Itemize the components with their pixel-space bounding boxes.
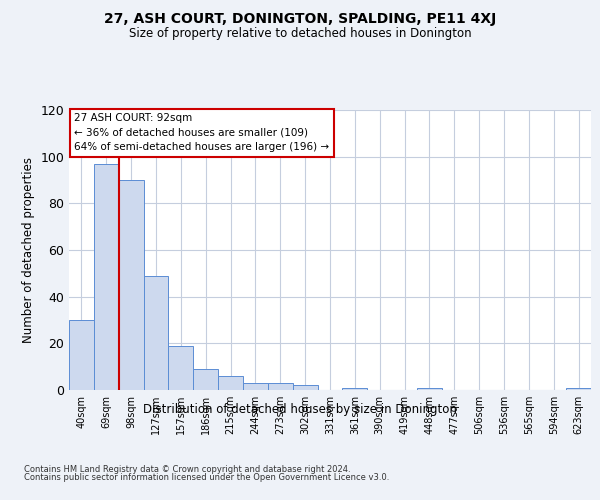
Bar	[143, 276, 169, 390]
Bar	[293, 386, 317, 390]
Bar	[243, 383, 268, 390]
Text: Contains HM Land Registry data © Crown copyright and database right 2024.: Contains HM Land Registry data © Crown c…	[24, 465, 350, 474]
Bar	[193, 369, 218, 390]
Bar	[417, 388, 442, 390]
Bar	[566, 388, 591, 390]
Text: 27, ASH COURT, DONINGTON, SPALDING, PE11 4XJ: 27, ASH COURT, DONINGTON, SPALDING, PE11…	[104, 12, 496, 26]
Text: Contains public sector information licensed under the Open Government Licence v3: Contains public sector information licen…	[24, 472, 389, 482]
Bar	[218, 376, 243, 390]
Y-axis label: Number of detached properties: Number of detached properties	[22, 157, 35, 343]
Bar	[268, 383, 293, 390]
Bar	[119, 180, 143, 390]
Text: 27 ASH COURT: 92sqm
← 36% of detached houses are smaller (109)
64% of semi-detac: 27 ASH COURT: 92sqm ← 36% of detached ho…	[74, 113, 329, 152]
Bar	[94, 164, 119, 390]
Text: Size of property relative to detached houses in Donington: Size of property relative to detached ho…	[128, 28, 472, 40]
Bar	[343, 388, 367, 390]
Bar	[169, 346, 193, 390]
Bar	[69, 320, 94, 390]
Text: Distribution of detached houses by size in Donington: Distribution of detached houses by size …	[143, 402, 457, 415]
